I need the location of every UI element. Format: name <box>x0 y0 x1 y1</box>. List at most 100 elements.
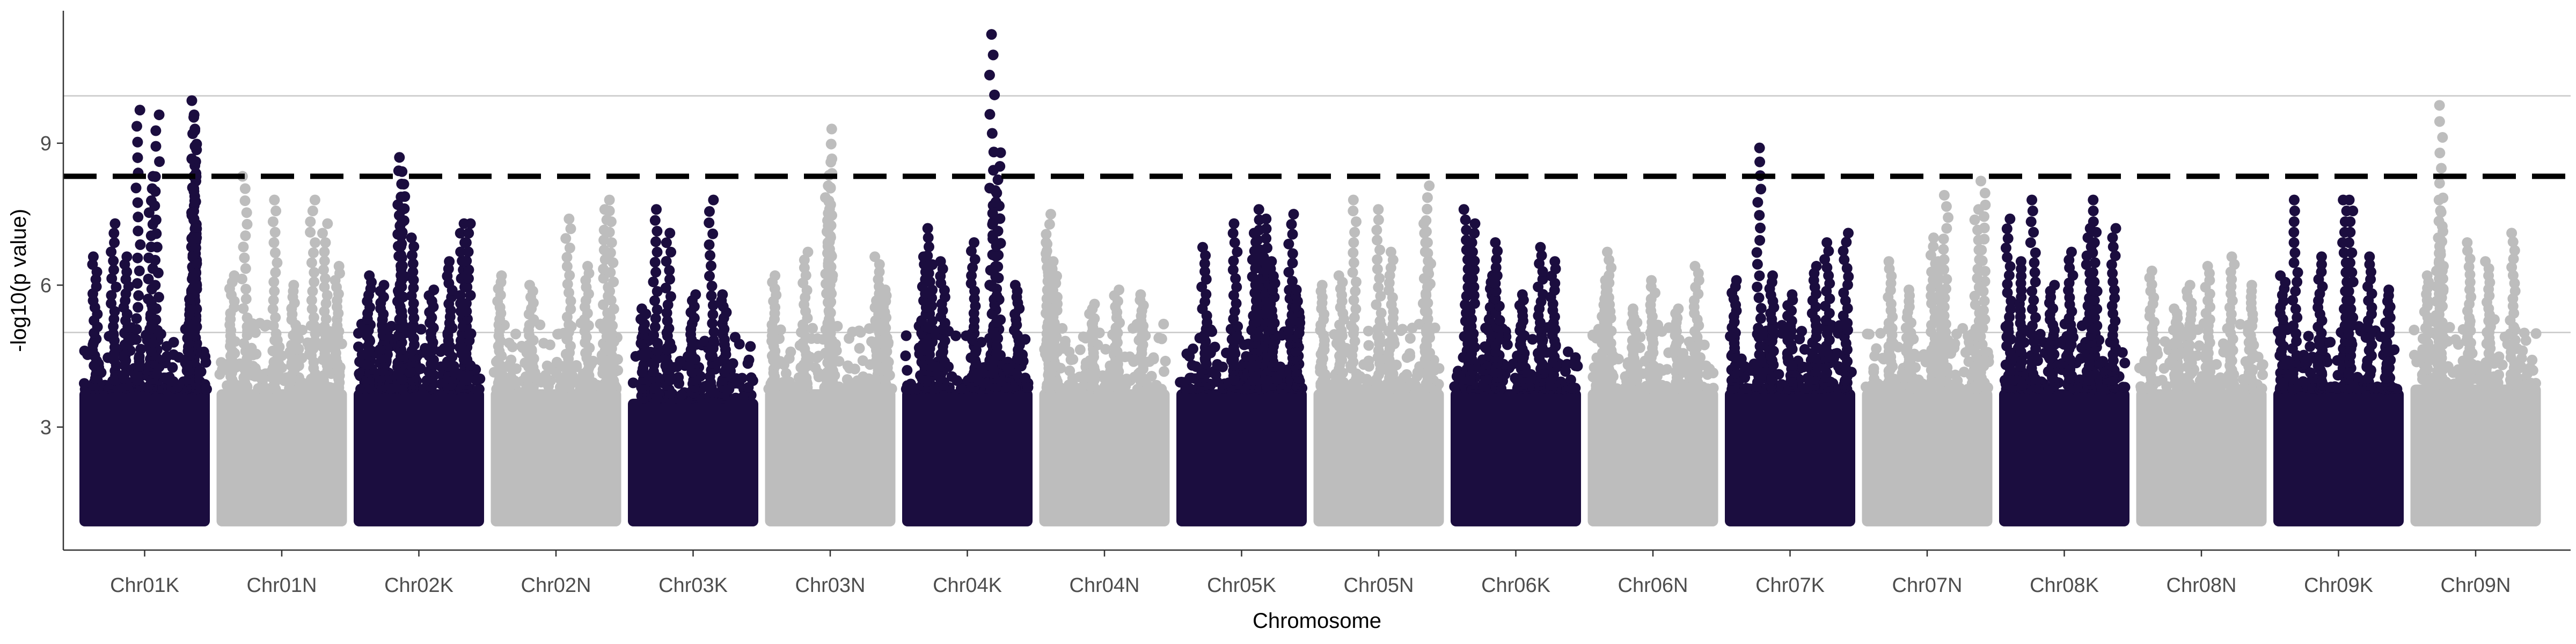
peak-point-1 <box>2028 295 2039 306</box>
peak-point-6 <box>1333 270 1344 281</box>
series-Chr04K <box>900 29 1034 526</box>
peak-point-0 <box>825 138 837 150</box>
series-Chr03K <box>627 194 758 526</box>
peak-point-3 <box>309 194 320 206</box>
peak-point-1 <box>2026 286 2038 297</box>
peak-point-2 <box>394 313 405 325</box>
peak-point-2 <box>990 185 1001 196</box>
peak-point-2 <box>602 308 613 319</box>
peak-point-1 <box>825 157 837 168</box>
peak-point-2 <box>272 257 283 268</box>
peak-point-0 <box>2289 247 2301 259</box>
peak-point-0 <box>1943 212 1954 223</box>
peak-point-1 <box>1262 243 1273 254</box>
point <box>250 327 261 338</box>
peak-point-2 <box>707 228 719 239</box>
point <box>1566 383 1577 394</box>
peak-point-3 <box>1248 228 1260 239</box>
peak-point-0 <box>652 246 663 258</box>
peak-point-2 <box>395 305 406 317</box>
peak-point-3 <box>310 328 321 339</box>
peak-point-0 <box>1348 247 1359 259</box>
peak-point-2 <box>990 271 1001 282</box>
peak-point-6 <box>1009 280 1021 291</box>
peak-point-2 <box>986 281 998 292</box>
peak-point-11 <box>87 251 99 262</box>
point <box>415 363 426 374</box>
peak-point-2 <box>1972 224 1984 236</box>
peak-point-2 <box>1972 273 1983 284</box>
peak-point-1 <box>1469 218 1481 229</box>
peak-point-9 <box>106 273 118 284</box>
peak-point-1 <box>1466 237 1477 248</box>
point <box>1158 366 1169 377</box>
peak-point-2 <box>987 219 998 230</box>
peak-point-9 <box>108 264 119 275</box>
peak-point-2 <box>1422 192 1433 203</box>
peak-point-2 <box>598 299 609 310</box>
peak-point-4 <box>1228 218 1240 229</box>
peak-point-2 <box>393 251 405 262</box>
point <box>855 327 866 338</box>
peak-point-0 <box>143 273 154 284</box>
peak-point-0 <box>241 330 253 341</box>
peak-point-3 <box>1114 284 1125 296</box>
peak-point-2 <box>135 239 146 250</box>
point <box>900 350 911 362</box>
peak-point-2 <box>1424 180 1435 192</box>
point <box>1074 344 1086 355</box>
point <box>775 324 786 335</box>
peak-point-3 <box>306 295 317 306</box>
peak-point-3 <box>823 313 835 325</box>
peak-point-2 <box>602 316 613 327</box>
peak-point-9 <box>106 246 117 258</box>
peak-point-5 <box>2085 241 2097 252</box>
peak-point-0 <box>1601 246 1613 258</box>
peak-point-0 <box>1351 216 1362 228</box>
point <box>902 365 913 376</box>
peak-point-3 <box>309 267 320 278</box>
peak-point-2 <box>1286 218 1297 230</box>
point <box>1363 340 1374 351</box>
base-points-Chr08K <box>1999 389 2129 526</box>
peak-point-3 <box>306 303 318 314</box>
peak-point-13 <box>143 294 154 305</box>
point <box>1404 333 1416 344</box>
peak-point-4 <box>1135 289 1146 300</box>
peak-point-0 <box>987 49 999 61</box>
point <box>510 328 522 340</box>
peak-point-0 <box>651 204 662 215</box>
peak-point-0 <box>1347 267 1358 278</box>
base-points-Chr03N <box>765 389 896 526</box>
peak-point-2 <box>130 334 142 345</box>
peak-point-2 <box>393 210 405 221</box>
point <box>200 351 211 362</box>
peak-point-6 <box>288 280 299 291</box>
peak-point-4 <box>1385 246 1396 258</box>
point <box>167 362 178 373</box>
peak-point-0 <box>2288 226 2300 238</box>
peak-point-5 <box>2084 223 2096 234</box>
point <box>854 343 865 354</box>
peak-point-0 <box>240 294 252 305</box>
series-Chr02K <box>353 152 486 526</box>
peak-point-1 <box>2029 267 2040 278</box>
point <box>1361 382 1372 393</box>
peak-point-9 <box>111 281 122 292</box>
point <box>1153 332 1165 343</box>
peak-point-8 <box>190 266 201 277</box>
peak-point-0 <box>989 89 1000 100</box>
peak-point-2 <box>706 281 718 292</box>
peak-point-2 <box>393 288 405 299</box>
peak-point-3 <box>186 95 197 106</box>
peak-point-1 <box>1261 233 1272 244</box>
peak-point-0 <box>2004 213 2016 224</box>
peak-point-0 <box>1349 226 1360 238</box>
peak-point-1 <box>661 308 672 319</box>
peak-point-2 <box>1288 209 1299 220</box>
point <box>807 323 818 334</box>
peak-point-5 <box>636 303 647 314</box>
peak-point-5 <box>918 251 929 262</box>
peak-point-5 <box>463 246 474 258</box>
peak-point-1 <box>995 147 1006 158</box>
